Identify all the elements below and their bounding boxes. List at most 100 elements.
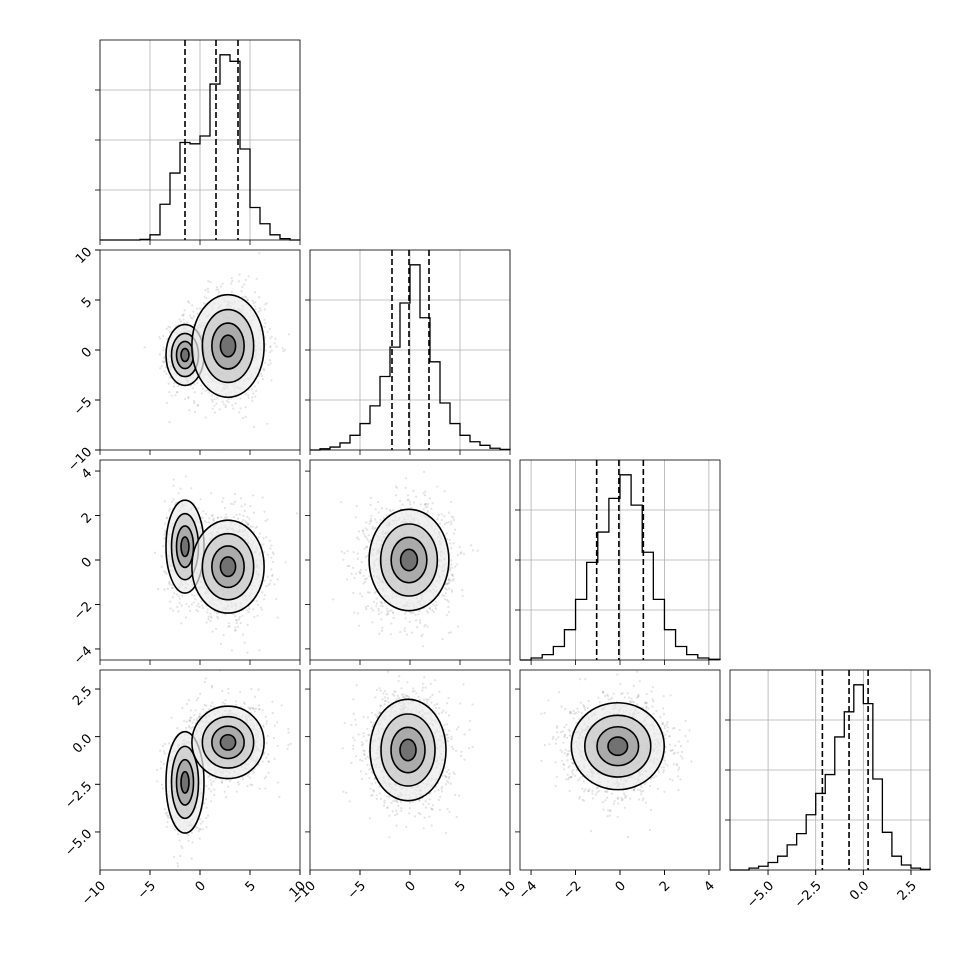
sample-point: [165, 572, 168, 576]
sample-point: [203, 520, 206, 523]
sample-point: [196, 404, 199, 407]
sample-point: [240, 290, 243, 293]
sample-point: [387, 612, 390, 615]
sample-point: [444, 592, 447, 595]
sample-point: [264, 343, 267, 346]
sample-point: [259, 309, 262, 312]
sample-point: [424, 490, 427, 493]
sample-point: [374, 508, 377, 511]
sample-point: [385, 607, 389, 610]
sample-point: [385, 507, 388, 510]
sample-point: [270, 556, 273, 559]
sample-point: [241, 614, 244, 617]
sample-point: [424, 506, 427, 509]
sample-point: [251, 396, 254, 399]
sample-point: [209, 619, 212, 623]
sample-point: [471, 549, 475, 552]
sample-point: [239, 407, 242, 410]
contour-line: [201, 308, 255, 384]
sample-point: [228, 625, 231, 628]
sample-point: [177, 384, 180, 388]
scatter-panel-2-1: [332, 470, 479, 648]
sample-point: [171, 583, 174, 587]
sample-point: [379, 604, 382, 608]
density-fill: [220, 335, 236, 357]
sample-point: [238, 513, 241, 516]
sample-point: [211, 630, 214, 633]
sample-point: [249, 525, 252, 528]
sample-point: [247, 396, 250, 399]
sample-point: [171, 586, 174, 590]
sample-point: [382, 516, 385, 520]
density-fill: [220, 556, 236, 577]
sample-point: [254, 395, 257, 398]
sample-point: [269, 337, 272, 340]
sample-point: [219, 285, 222, 288]
sample-point: [165, 401, 168, 404]
contour-line: [211, 322, 245, 370]
sample-point: [204, 289, 207, 292]
sample-point: [434, 605, 437, 608]
sample-point: [246, 299, 249, 302]
sample-point: [232, 503, 235, 506]
sample-point: [220, 642, 223, 645]
sample-point: [251, 299, 254, 302]
sample-point: [255, 600, 258, 603]
sample-point: [258, 649, 261, 652]
sample-point: [221, 400, 224, 403]
sample-point: [182, 318, 185, 321]
sample-point: [168, 509, 171, 512]
sample-point: [390, 622, 393, 625]
sample-point: [238, 616, 241, 619]
sample-point: [196, 312, 199, 315]
sample-point: [404, 617, 407, 620]
sample-point: [175, 391, 178, 394]
sample-point: [201, 516, 204, 520]
sample-point: [261, 377, 264, 380]
sample-point: [188, 409, 191, 412]
sample-point: [162, 545, 165, 548]
sample-point: [380, 507, 383, 510]
sample-point: [266, 575, 269, 578]
sample-point: [443, 490, 446, 493]
sample-point: [247, 611, 250, 614]
sample-point: [346, 550, 349, 553]
sample-point: [253, 291, 257, 294]
contour-line: [201, 532, 255, 601]
sample-point: [176, 391, 179, 394]
sample-point: [371, 621, 374, 624]
sample-point: [366, 538, 369, 541]
sample-point: [172, 385, 175, 388]
sample-point: [249, 505, 252, 508]
sample-point: [354, 516, 357, 519]
sample-point: [275, 597, 278, 601]
sample-point: [366, 591, 370, 594]
sample-point: [449, 569, 452, 572]
sample-point: [445, 614, 448, 617]
sample-point: [210, 615, 213, 618]
sample-point: [371, 527, 374, 530]
sample-point: [234, 626, 237, 629]
sample-point: [231, 404, 234, 407]
sample-point: [215, 286, 218, 289]
sample-point: [157, 588, 160, 591]
sample-point: [191, 593, 194, 597]
sample-point: [265, 536, 268, 539]
sample-point: [364, 535, 367, 538]
sample-point: [238, 411, 241, 414]
sample-point: [266, 330, 269, 333]
sample-point: [403, 627, 406, 630]
sample-point: [432, 603, 435, 606]
sample-point: [380, 618, 383, 621]
sample-point: [379, 600, 382, 603]
sample-point: [380, 629, 384, 633]
sample-point: [364, 606, 367, 609]
sample-point: [163, 588, 166, 591]
sample-point: [192, 387, 195, 390]
sample-point: [439, 522, 442, 525]
sample-point: [210, 514, 213, 518]
sample-point: [370, 519, 373, 523]
sample-point: [392, 616, 395, 620]
sample-point: [232, 613, 235, 616]
